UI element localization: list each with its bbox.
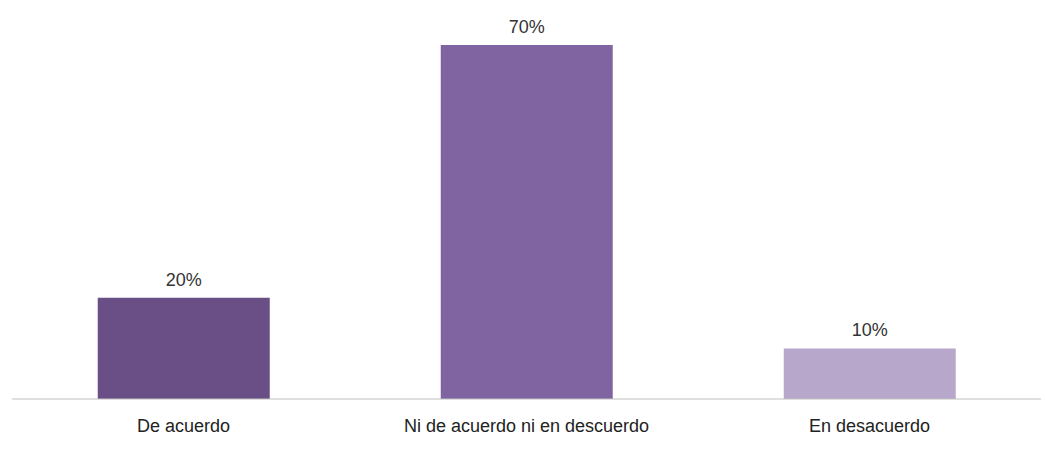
svg-text:En desacuerdo: En desacuerdo <box>809 416 930 436</box>
svg-text:70%: 70% <box>509 17 545 37</box>
svg-text:20%: 20% <box>166 270 202 290</box>
svg-text:10%: 10% <box>852 320 888 340</box>
svg-text:Ni de acuerdo ni en descuerdo: Ni de acuerdo ni en descuerdo <box>404 416 649 436</box>
svg-text:De acuerdo: De acuerdo <box>137 416 230 436</box>
